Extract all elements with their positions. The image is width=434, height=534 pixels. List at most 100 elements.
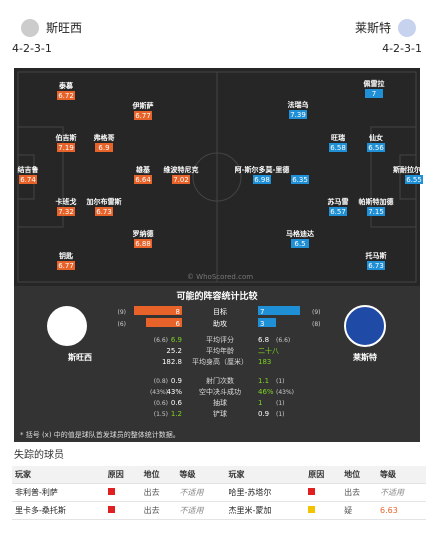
footnote: * 括号 (x) 中的值是球队首发球员的整体统计数据。: [20, 430, 180, 439]
player-name: 雄基: [135, 165, 151, 174]
player: 非利普-利萨: [12, 483, 105, 502]
home-badge: [47, 306, 87, 346]
missing-table: 玩家 原因 地位 等级 玩家 原因 地位 等级 非利普-利萨 出去 不适用 哈里-苏塔尔 出去 不适用 里卡…: [12, 466, 426, 520]
column-header: 原因: [305, 466, 342, 484]
rating: 6.77: [135, 112, 151, 120]
rating: 6.57: [330, 208, 346, 216]
home-value: 0.6: [171, 399, 183, 407]
player-name: 苏马雷: [328, 197, 349, 206]
home-total: (43%): [150, 389, 168, 396]
column-header: 玩家: [225, 466, 306, 484]
rating: 6.58: [330, 144, 346, 152]
away-value: 二十八: [258, 346, 279, 355]
player: 哈里-苏塔尔: [225, 483, 306, 502]
away-formation: 4-2-3-1: [382, 42, 422, 55]
rating-box: [57, 261, 75, 270]
stat-label: 空中决斗成功: [199, 387, 241, 396]
icon: [107, 488, 115, 495]
rating: 6.98: [254, 176, 270, 184]
away-name: 莱斯特: [355, 20, 391, 35]
away-value: 6.8: [258, 336, 269, 344]
reason-icon: [305, 501, 342, 520]
rating-box: [291, 175, 309, 184]
stat-label: 平均年龄: [206, 346, 234, 355]
home-total: (6): [118, 321, 127, 328]
player: 杰里米-蒙加: [225, 501, 306, 520]
rating: 6.9: [98, 144, 109, 152]
home-value: 43%: [166, 388, 182, 396]
watermark: © WhoScored.com: [187, 273, 253, 281]
rating-box: [367, 207, 385, 216]
comparison-title: 可能的阵容统计比较: [176, 290, 257, 302]
status: 出去: [140, 483, 177, 502]
rating: 6.63: [376, 501, 426, 520]
rating-box: [329, 207, 347, 216]
rating-box: [365, 89, 383, 98]
player-name: 卡班戈: [56, 197, 77, 206]
player-name: 马格迪达: [286, 229, 314, 238]
stat-label: 助攻: [213, 319, 227, 328]
stat-label: 铲球: [213, 409, 227, 418]
home-logo: [21, 19, 39, 37]
rating-box: [291, 239, 309, 248]
rating: 6.73: [96, 208, 112, 216]
away-total: (1): [276, 400, 285, 407]
away-value: 0.9: [258, 410, 269, 418]
away-bar: [258, 306, 300, 315]
away-value: 1: [258, 399, 262, 407]
player-name: 伯吉斯: [55, 133, 77, 142]
player-name: 法瑞乌: [288, 100, 309, 109]
rating-box: [134, 111, 152, 120]
rating-box: [253, 175, 271, 184]
rating: 7.02: [173, 176, 189, 184]
player-name: 维波特尼克: [164, 165, 199, 174]
away-total: (6.6): [276, 337, 290, 344]
away-value: 46%: [258, 388, 274, 396]
rating-box: [367, 261, 385, 270]
away-total: (1): [276, 378, 285, 385]
player-name: 阿-斯尔多莫-里德: [235, 165, 290, 174]
lineup-view: 斯旺西 莱斯特 4-2-3-1 4-2-3-1 © WhoScored.com …: [12, 19, 423, 461]
home-value: 0.9: [171, 377, 182, 385]
pitch: © WhoScored.com: [14, 68, 420, 286]
player-name: 仙女: [369, 133, 383, 142]
rating: 7.39: [290, 111, 306, 119]
away-value: 7: [260, 308, 264, 316]
missing-title: 失踪的球员: [14, 448, 64, 461]
stat-label: 平均身高（厘米）: [192, 357, 248, 366]
stat-label: 抽球: [213, 398, 227, 407]
home-bar: [134, 306, 182, 315]
rating: 6.35: [292, 176, 308, 184]
rating-box: [57, 143, 75, 152]
missing-row: 非利普-利萨 出去 不适用 哈里-苏塔尔 出去 不适用: [12, 483, 426, 502]
away-badge: [344, 305, 386, 347]
reason-icon: [305, 483, 342, 502]
stat-label: 目标: [213, 307, 227, 316]
rating: 6.74: [20, 176, 36, 184]
rating: 6.55: [406, 176, 422, 184]
away-total: (8): [312, 321, 321, 328]
rating-box: [134, 175, 152, 184]
home-total: (9): [118, 309, 127, 316]
home-value: 6.9: [171, 336, 182, 344]
player-name: 伊斯萨: [132, 101, 154, 110]
away-total: (9): [312, 309, 321, 316]
home-bar: [146, 318, 182, 327]
player-name: 罗纳德: [133, 229, 154, 238]
rating-box: [57, 207, 75, 216]
rating-box: [172, 175, 190, 184]
icon: [308, 506, 316, 513]
icon: [107, 506, 115, 513]
away-value: 3: [260, 320, 264, 328]
home-value: 6: [176, 320, 181, 328]
away-total: (43%): [276, 389, 294, 396]
rating-box: [289, 110, 307, 119]
home-total: (1.5): [154, 411, 168, 418]
column-header: 地位: [140, 466, 177, 484]
status: 出去: [140, 501, 177, 520]
home-name: 斯旺西: [46, 21, 82, 35]
status: 出去: [341, 483, 377, 502]
player-name: 钥匙: [59, 251, 74, 260]
rating: 不适用: [176, 501, 226, 520]
player: 里卡多-桑托斯: [12, 501, 105, 520]
